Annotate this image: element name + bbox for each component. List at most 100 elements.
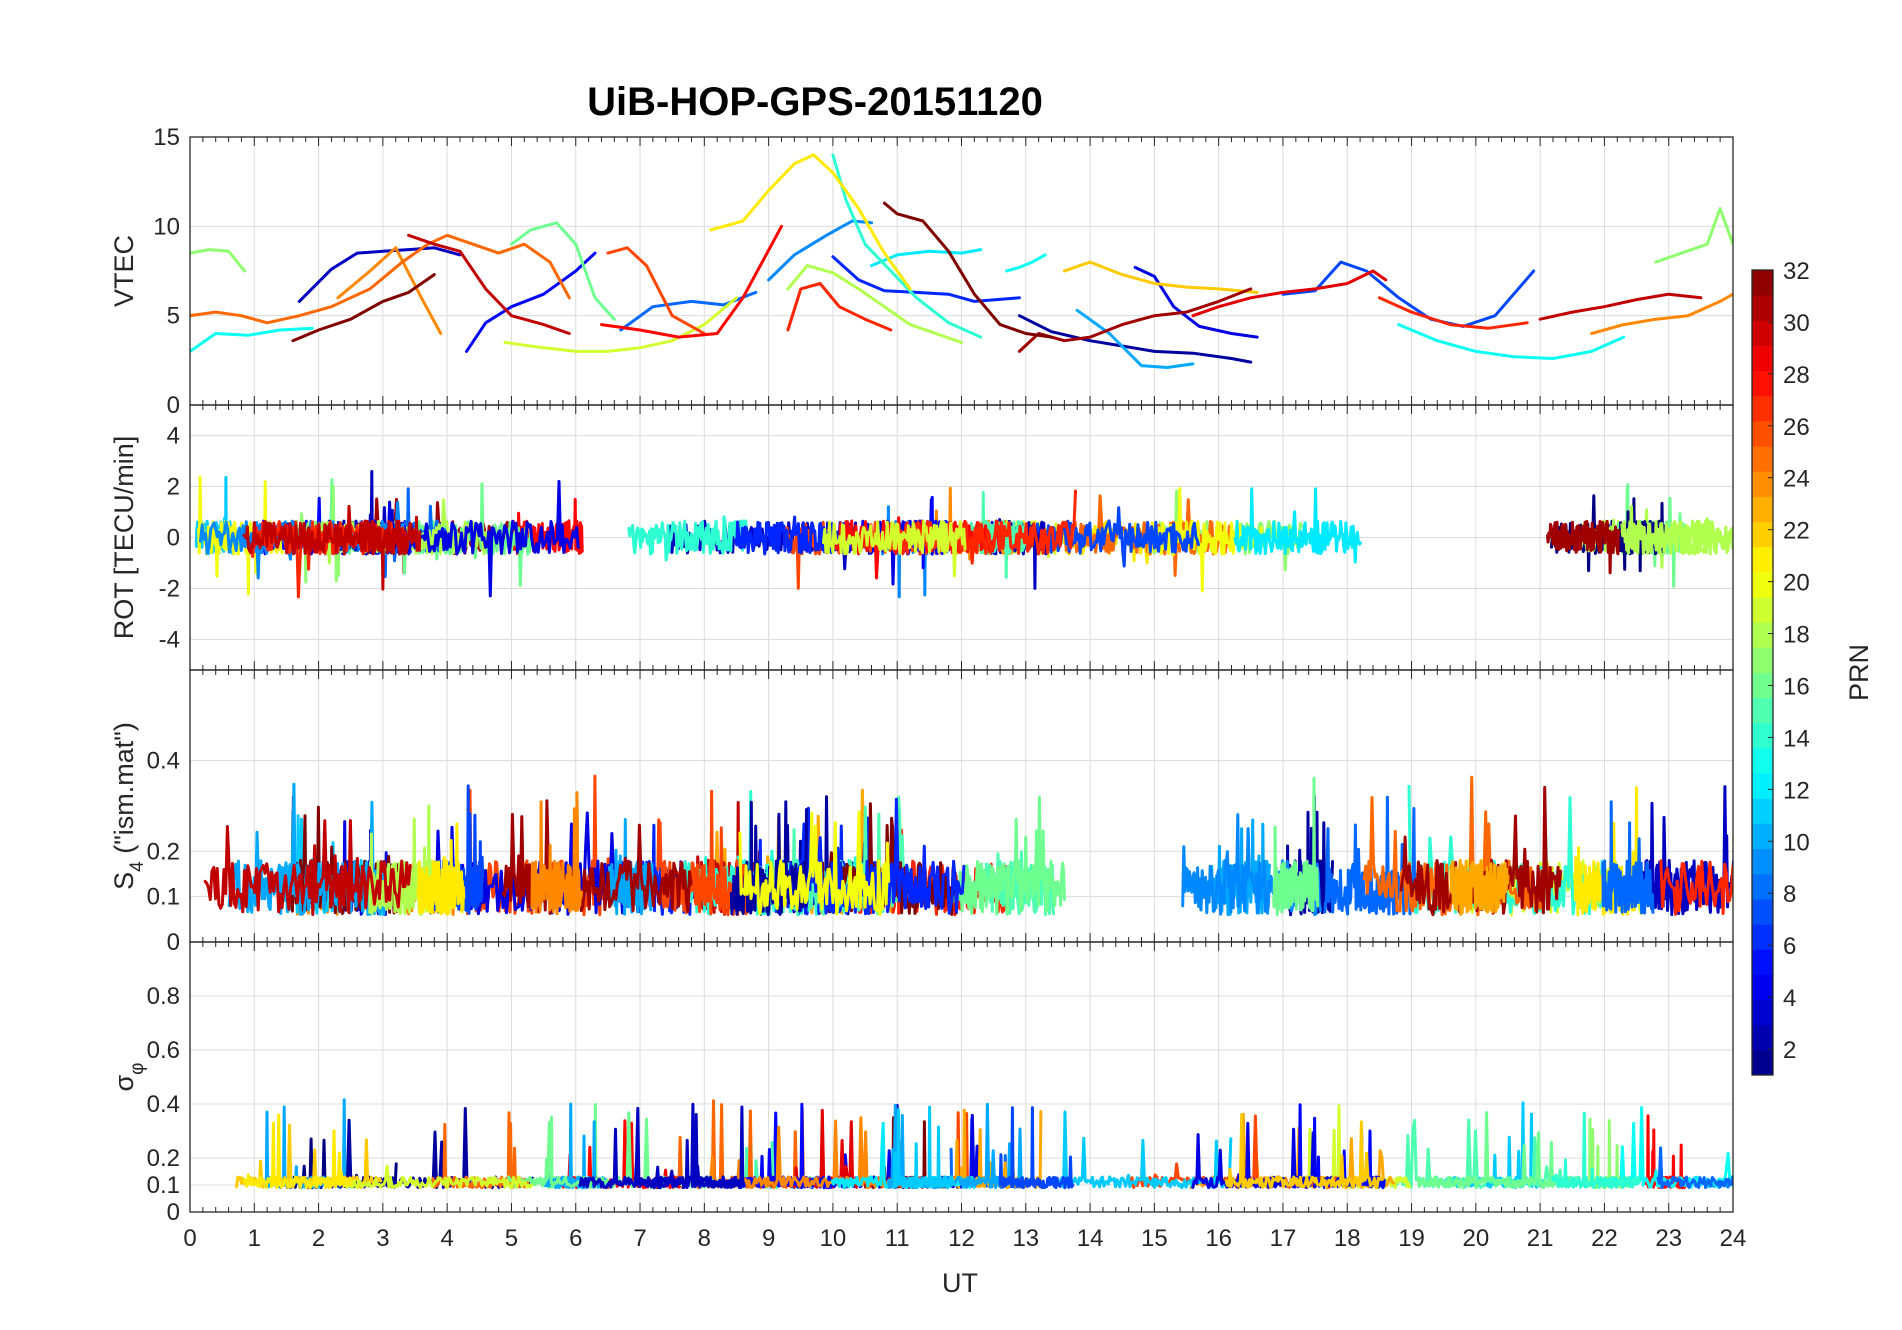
series-prn-21 [709,153,912,291]
series-prn-31 [1546,519,1621,575]
x-tick-label: 5 [505,1225,518,1252]
series-prn-17 [190,248,247,273]
colorbar-block [1752,873,1773,900]
colorbar-block [1752,823,1773,850]
series-prn-30 [242,504,384,556]
colorbar-tick-label: 18 [1783,622,1810,649]
series-prn-24 [336,246,443,335]
y-tick-label: -4 [159,626,180,653]
y-tick-label: -2 [159,575,180,602]
x-tick-label: 16 [1205,1225,1232,1252]
colorbar-block [1752,420,1773,447]
y-tick-label: 15 [153,124,180,151]
series-group [203,774,1733,917]
colorbar-block [1752,295,1773,321]
y-tick-label: 0.6 [147,1037,180,1064]
y-tick-label: 0.1 [147,1172,180,1199]
series-prn-7 [998,1106,1075,1190]
series-prn-30 [407,233,571,335]
series-prn-19 [330,1164,534,1190]
series-prn-16 [1416,1111,1575,1190]
series-prn-18 [786,264,963,344]
series-prn-17 [1654,207,1733,264]
x-tick-label: 21 [1527,1225,1554,1252]
x-tick-label: 18 [1334,1225,1361,1252]
colorbar-tick-label: 14 [1783,725,1810,752]
series-prn-20 [738,810,891,916]
x-tick-label: 23 [1655,1225,1682,1252]
series-prn-30 [203,819,412,916]
panel-rot: -4 -2 0 2 4 ROT [TECU/min] [109,404,1734,671]
series-prn-27 [1659,859,1733,916]
y-tick-label: 0.4 [147,748,180,775]
series-prn-28 [600,224,783,339]
colorbar-block [1752,949,1773,975]
x-tick-label: 4 [440,1225,453,1252]
series-prn-21 [416,822,466,916]
colorbar-tick-label: 2 [1783,1037,1796,1064]
series-group [190,153,1733,369]
colorbar-block [1752,446,1773,472]
series-prn-6 [831,255,1021,303]
colorbar-tick-label: 10 [1783,829,1810,856]
colorbar-block [1752,270,1773,296]
series-prn-23 [1449,858,1510,916]
x-tick-label: 11 [885,1225,910,1252]
series-prn-7 [1281,260,1536,328]
y-axis-label-main: σ [109,1075,139,1092]
series-prn-13 [1005,253,1047,273]
colorbar-tick-label: 12 [1783,777,1810,804]
x-tick-label: 19 [1398,1225,1425,1252]
series-prn-28 [1644,1114,1689,1190]
series-prn-25 [190,233,571,325]
series-prn-6 [734,515,853,556]
x-tick-label: 14 [1077,1225,1104,1252]
x-tick-label: 22 [1591,1225,1618,1252]
x-tick-label: 7 [633,1225,646,1252]
colorbar-label: PRN [1844,644,1874,701]
x-tick-label: 10 [820,1225,847,1252]
series-prn-9 [767,219,873,282]
series-prn-24 [530,791,583,916]
colorbar-tick-label: 4 [1783,985,1796,1012]
y-axis-label-main: S [109,872,139,890]
y-tick-label: 0 [167,1199,180,1226]
colorbar-block [1752,546,1773,573]
y-axis-label: S4 ("ism.mat") [109,722,148,890]
colorbar-block [1752,974,1773,1001]
series-prn-16 [1272,776,1320,917]
colorbar-tick-label: 26 [1783,414,1810,441]
colorbar-block [1752,571,1773,598]
series-prn-27 [1377,296,1529,330]
series-group [235,1098,1733,1190]
colorbar-block [1752,1049,1773,1076]
colorbar-block [1752,521,1773,548]
series-prn-3 [633,1105,745,1190]
x-tick-label: 9 [762,1225,775,1252]
x-tick-label: 12 [948,1225,975,1252]
x-tick-label: 20 [1462,1225,1489,1252]
colorbar-tick-label: 28 [1783,362,1810,389]
y-axis-label-sub: 4 [127,861,148,872]
series-prn-30 [1538,292,1703,321]
x-tick-label: 3 [376,1225,389,1252]
colorbar-block [1752,999,1773,1026]
colorbar-block [1752,647,1773,673]
y-axis-label-rest: ("ism.mat") [109,722,139,861]
y-tick-label: 0.8 [147,983,180,1010]
panel-s4: 00.10.20.4S4 ("ism.mat") [109,669,1734,956]
series-prn-14 [627,515,748,562]
colorbar-block [1752,622,1773,648]
y-axis-label: ROT [TECU/min] [109,436,139,640]
colorbar-tick-label: 22 [1783,518,1810,545]
series-prn-32 [882,201,1053,339]
y-tick-label: 0 [167,525,180,552]
y-tick-label: 5 [167,303,180,330]
series-prn-24 [696,1116,890,1190]
colorbar-tick-label: 6 [1783,933,1796,960]
series-prn-11 [1056,1110,1233,1190]
series-prn-27 [786,282,893,332]
series-prn-26 [606,246,706,335]
series-prn-18 [1626,517,1733,556]
